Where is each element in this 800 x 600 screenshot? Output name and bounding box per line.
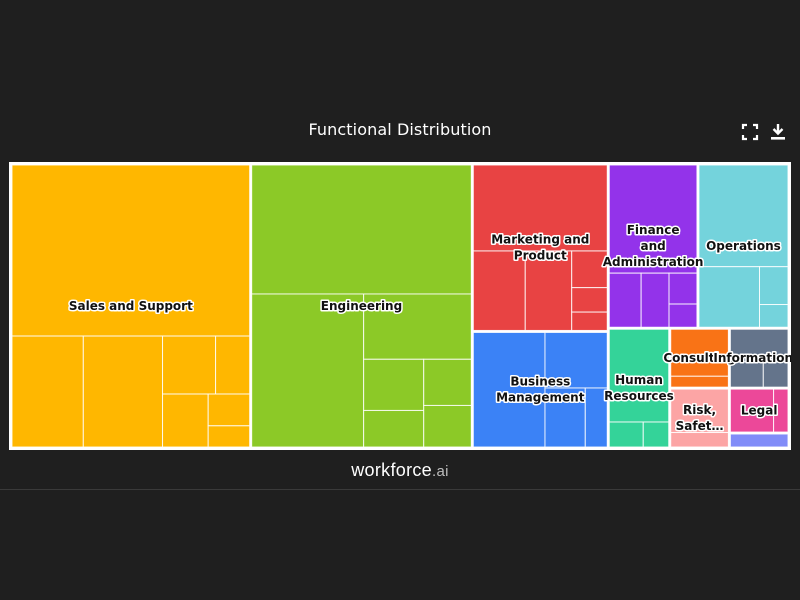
treemap-label-sales-and-support: Sales and Support [69,299,193,313]
treemap-leaf-marketing-and-product-1[interactable] [472,164,608,252]
treemap-leaf-information-3[interactable] [762,361,789,388]
treemap-leaf-other-1[interactable] [729,433,789,448]
treemap-leaf-engineering-1[interactable] [251,164,472,295]
treemap-label-consulting: Consulting [663,351,735,365]
treemap-leaf-finance-and-administration-5[interactable] [668,303,698,328]
treemap-group-operations[interactable] [696,163,791,330]
treemap-group-sales-and-support[interactable] [10,163,252,449]
treemap-leaf-sales-and-support-6[interactable] [162,393,209,448]
treemap-group-human-resources[interactable] [607,327,671,449]
treemap-label-human-resources: Human Resources [604,373,674,403]
treemap-group-legal[interactable] [728,387,790,435]
treemap-leaf-sales-and-support-8[interactable] [207,425,251,448]
brand-name: workforce [351,460,432,480]
treemap-tile-border-other [728,432,790,449]
treemap-group-finance-and-administration[interactable] [607,163,699,330]
treemap-leaf-operations-2[interactable] [698,266,761,328]
treemap-leaf-sales-and-support-7[interactable] [207,393,251,427]
treemap-group-engineering[interactable] [249,163,474,449]
download-button[interactable] [768,122,788,142]
treemap-leaf-finance-and-administration-2[interactable] [608,272,642,328]
brand-logo: workforce.ai [0,460,800,481]
treemap-leaf-engineering-5[interactable] [363,409,425,448]
treemap-leaf-sales-and-support-2[interactable] [11,335,84,448]
download-icon [771,124,785,140]
chart-title: Functional Distribution [308,120,492,139]
fullscreen-button[interactable] [740,122,760,142]
brand-suffix: .ai [431,463,449,480]
treemap-leaf-marketing-and-product-3[interactable] [524,250,573,331]
treemap-label-operations: Operations [706,239,781,253]
treemap-leaf-business-management-3[interactable] [544,387,586,448]
treemap-leaf-sales-and-support-1[interactable] [11,164,251,337]
treemap-svg: Sales and Support Engineering Marketing an… [9,162,791,450]
treemap-leaf-operations-4[interactable] [759,304,789,328]
treemap-leaf-marketing-and-product-4[interactable] [571,250,608,289]
treemap-group-other[interactable] [728,432,790,449]
treemap-leaf-consulting-2[interactable] [670,375,729,388]
treemap-leaf-sales-and-support-5[interactable] [215,335,251,395]
treemap-leaf-human-resources-2[interactable] [608,421,644,448]
fullscreen-icon [741,123,759,141]
treemap-leaf-business-management-1[interactable] [472,331,546,448]
treemap-leaf-finance-and-administration-1[interactable] [608,164,698,274]
treemap-leaf-sales-and-support-3[interactable] [82,335,164,448]
treemap-leaf-finance-and-administration-4[interactable] [668,272,698,305]
treemap-label-finance-and-administration: Finance and Administration [603,223,704,269]
treemap-leaf-human-resources-3[interactable] [642,421,670,448]
treemap-leaf-marketing-and-product-5[interactable] [571,287,608,313]
treemap-label-legal: Legal [741,404,778,418]
treemap-group-business-management[interactable] [471,330,610,449]
treemap-leaf-engineering-7[interactable] [423,404,472,448]
treemap-label-business-management: Business Management [496,375,585,405]
panel-divider [0,489,800,490]
treemap-leaf-operations-3[interactable] [759,266,789,306]
treemap-leaf-operations-1[interactable] [698,164,789,268]
treemap-label-risk-safet: Risk, Safet… [676,403,724,433]
treemap-leaf-marketing-and-product-6[interactable] [571,311,608,331]
treemap-label-marketing-and-product: Marketing and Product [491,233,589,263]
treemap-leaf-engineering-2[interactable] [251,293,365,448]
treemap-leaf-sales-and-support-4[interactable] [162,335,217,395]
treemap-leaf-information-2[interactable] [729,361,764,388]
treemap-leaf-marketing-and-product-2[interactable] [472,250,526,331]
treemap-leaf-finance-and-administration-3[interactable] [640,272,670,328]
treemap-group-marketing-and-product[interactable] [471,163,610,333]
treemap-leaf-risk-safet-2[interactable] [670,432,729,448]
treemap-group-risk-safet[interactable] [668,387,731,449]
treemap-leaf-human-resources-1[interactable] [608,328,670,423]
treemap-leaf-risk-safet-1[interactable] [670,388,729,434]
treemap-label-information: Information… [713,351,791,365]
treemap-chart: Sales and Support Engineering Marketing an… [9,162,791,450]
treemap-label-engineering: Engineering [321,299,402,313]
treemap-group-information[interactable] [728,327,790,390]
treemap-leaf-engineering-6[interactable] [423,358,472,406]
treemap-leaf-engineering-4[interactable] [363,358,425,411]
